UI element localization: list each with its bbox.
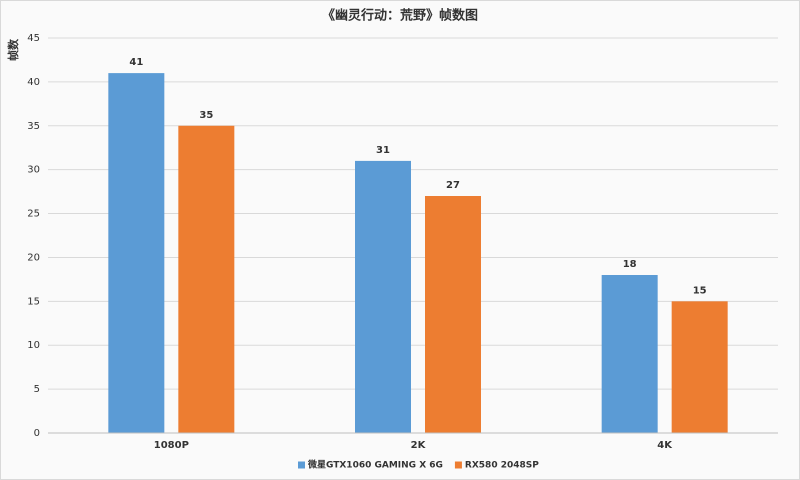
bar <box>178 125 235 434</box>
y-axis-label: 帧数 <box>6 38 20 61</box>
y-tick-label: 15 <box>27 296 40 307</box>
y-tick-label: 35 <box>27 121 40 132</box>
bar <box>601 275 658 433</box>
x-tick-label: 1080P <box>154 440 189 451</box>
data-label: 18 <box>623 259 637 270</box>
legend-swatch <box>454 461 462 469</box>
legend-label: 微星GTX1060 GAMING X 6G <box>307 459 443 471</box>
data-label: 31 <box>376 145 390 156</box>
bar <box>108 73 165 433</box>
y-tick-label: 25 <box>27 209 40 220</box>
data-label: 41 <box>129 57 143 68</box>
legend-swatch <box>298 461 305 469</box>
data-label: 15 <box>693 285 707 296</box>
bar <box>355 160 411 433</box>
y-tick-label: 45 <box>27 33 40 44</box>
y-tick-label: 30 <box>27 165 40 176</box>
x-tick-label: 2K <box>411 440 427 451</box>
y-tick-label: 0 <box>34 428 40 439</box>
y-tick-label: 10 <box>27 340 40 351</box>
x-tick-label: 4K <box>657 440 673 451</box>
y-tick-label: 20 <box>27 252 40 263</box>
bar <box>671 301 728 433</box>
data-label: 35 <box>199 110 213 121</box>
chart-title: 《幽灵行动：荒野》帧数图 <box>322 8 478 24</box>
data-label: 27 <box>446 180 460 191</box>
bar <box>425 196 481 433</box>
y-tick-label: 40 <box>27 77 40 88</box>
y-tick-label: 5 <box>34 384 40 395</box>
legend-label: RX580 2048SP <box>465 461 539 471</box>
